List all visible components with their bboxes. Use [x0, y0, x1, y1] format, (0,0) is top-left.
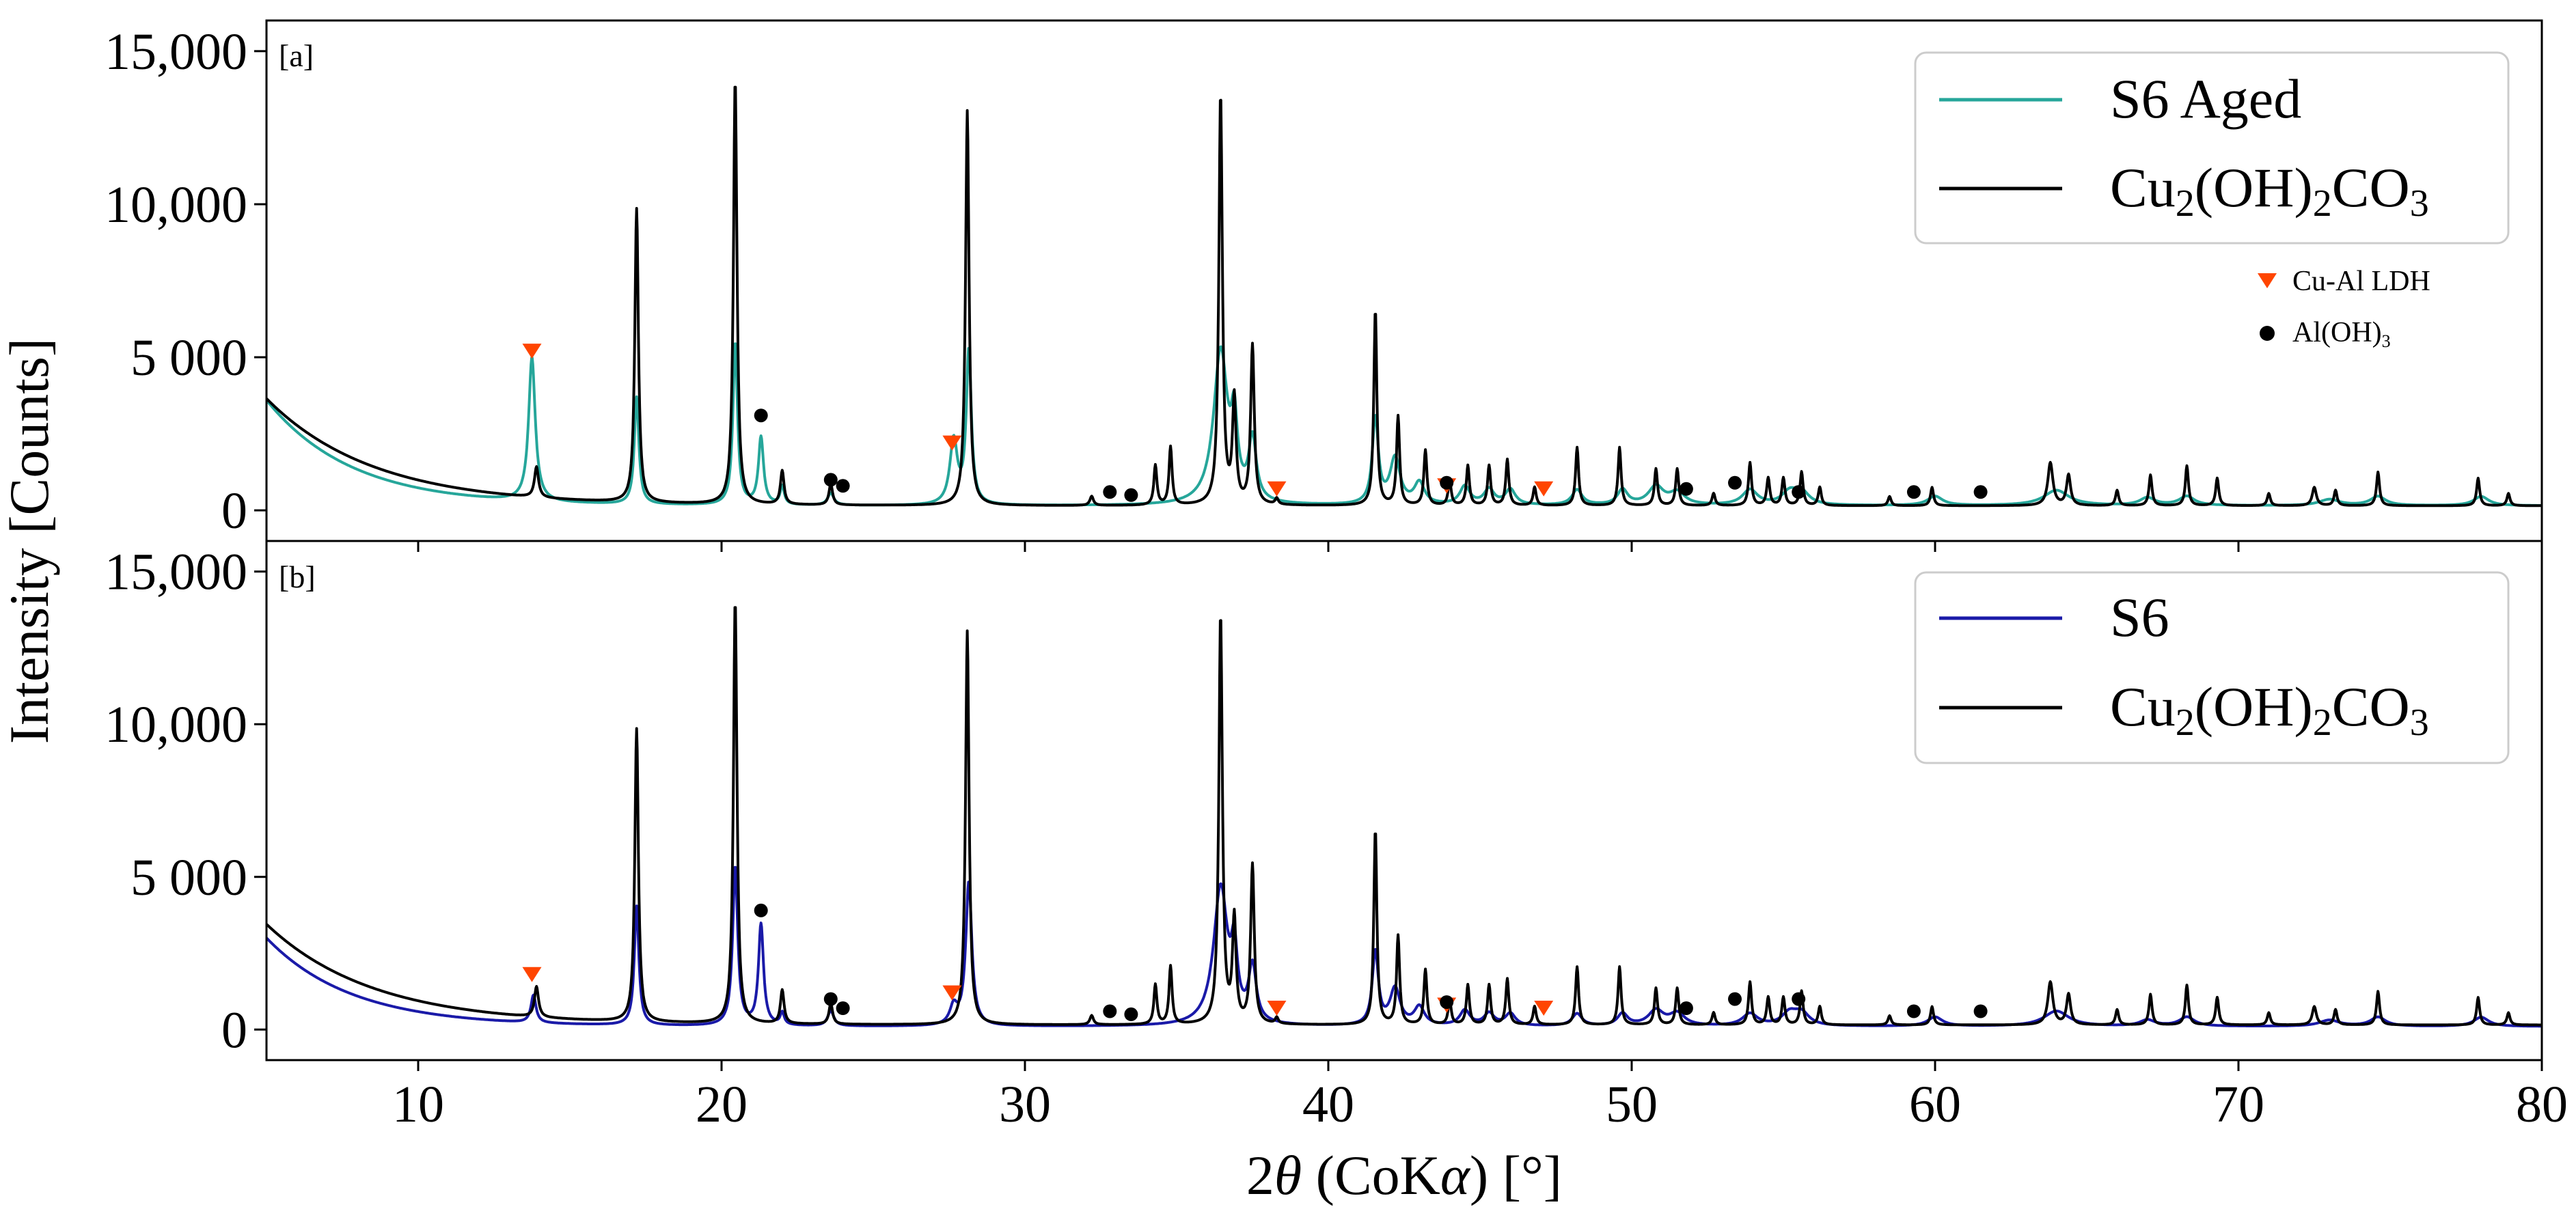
panel-b-legend: S6 Cu2(OH)2CO3: [1914, 571, 2510, 764]
aloh-marker-b-7: [1728, 992, 1742, 1006]
ref-b-sub-2b: 2: [2313, 702, 2332, 744]
aloh-marker-b-6: [1679, 1001, 1693, 1015]
y-tick-label-a-0: 0: [221, 482, 247, 540]
x-tick-label-4: 50: [1606, 1076, 1658, 1133]
aloh-marker-b-3: [1103, 1004, 1117, 1018]
x-tick-label-1: 20: [696, 1076, 748, 1133]
y-tick-label-b-2: 10,000: [105, 696, 247, 753]
y-tick-label-a-3: 15,000: [105, 23, 247, 81]
aloh-marker-a-9: [1906, 485, 1921, 499]
aloh-key-sub: 3: [2382, 331, 2391, 351]
legend-label-reference-b: Cu2(OH)2CO3: [2110, 676, 2429, 744]
ref-b-oh: (OH): [2195, 676, 2313, 738]
aloh-marker-a-4: [1124, 488, 1138, 502]
aloh-marker-b-5: [1440, 995, 1454, 1010]
x-tick-label-7: 80: [2516, 1076, 2568, 1133]
ldh-marker-b-1: [942, 985, 962, 1001]
y-tick-label-a-1: 5 000: [131, 329, 247, 387]
ref-b-cu: Cu: [2110, 676, 2176, 738]
ldh-marker-a-2: [1267, 481, 1287, 497]
aloh-marker-a-8: [1792, 485, 1806, 499]
ref-a-oh: (OH): [2195, 156, 2313, 219]
series-s6-aged-line-a: [265, 342, 2543, 507]
ldh-marker-a-0: [522, 344, 542, 359]
x-label-mid: (CoK: [1302, 1144, 1440, 1206]
y-tick-label-a-2: 10,000: [105, 176, 247, 234]
legend-label-s6-aged: S6 Aged: [2110, 68, 2301, 130]
aloh-key-dot: [2260, 326, 2275, 341]
ref-a-sub-2b: 2: [2313, 182, 2332, 225]
x-tick-label-5: 60: [1909, 1076, 1961, 1133]
marker-key: Cu-Al LDH Al(OH)3: [2258, 266, 2430, 351]
ldh-marker-b-0: [522, 967, 542, 982]
ldh-marker-b-2: [1267, 1001, 1287, 1016]
y-tick-label-b-1: 5 000: [131, 849, 247, 906]
aloh-marker-b-1: [823, 992, 838, 1006]
x-tick-label-0: 10: [392, 1076, 444, 1133]
aloh-marker-a-6: [1679, 482, 1693, 496]
ldh-key-label: Cu-Al LDH: [2292, 266, 2430, 297]
series-s6-line-b: [265, 865, 2543, 1028]
ldh-marker-a-1: [942, 435, 962, 451]
aloh-marker-b-0: [754, 903, 768, 917]
x-axis-label: 2θ (CoKα) [°]: [1246, 1144, 1562, 1206]
ref-a-sub-3: 3: [2410, 182, 2429, 225]
aloh-marker-b-9: [1906, 1004, 1921, 1018]
panel-a-legend-box: [1914, 51, 2510, 245]
ldh-key-triangle: [2258, 273, 2277, 288]
x-label-suffix: ) [°]: [1470, 1144, 1562, 1206]
y-tick-label-b-0: 0: [221, 1001, 247, 1059]
aloh-marker-b-8: [1792, 992, 1806, 1006]
aloh-marker-b-10: [1973, 1004, 1988, 1018]
ref-a-sub-2a: 2: [2176, 182, 2195, 225]
ldh-marker-b-4: [1534, 1001, 1554, 1016]
aloh-key-main: Al(OH): [2292, 317, 2382, 348]
x-tick-label-3: 40: [1302, 1076, 1354, 1133]
y-axis-label: Intensity [Counts]: [0, 338, 60, 744]
ldh-marker-a-4: [1534, 481, 1554, 497]
x-label-prefix: 2: [1246, 1144, 1274, 1206]
aloh-marker-a-10: [1973, 485, 1988, 499]
panel-b: 0 5 000 10,000 15,000 10 20 30 40 50 60 70 80 [b] S…: [105, 540, 2568, 1133]
ref-a-cu: Cu: [2110, 156, 2176, 219]
series-reference-line-b: [265, 606, 2543, 1027]
legend-label-s6: S6: [2110, 586, 2169, 648]
y-tick-label-b-3: 15,000: [105, 544, 247, 601]
ref-b-co: CO: [2332, 676, 2410, 738]
panel-b-frame: [265, 540, 2543, 1061]
ref-a-co: CO: [2332, 156, 2410, 219]
series-reference-line-a: [265, 85, 2543, 508]
ref-b-sub-3: 3: [2410, 702, 2429, 744]
aloh-marker-a-3: [1103, 485, 1117, 499]
legend-label-reference-a: Cu2(OH)2CO3: [2110, 156, 2429, 225]
panel-a-legend: S6 Aged Cu2(OH)2CO3: [1914, 51, 2510, 245]
x-tick-label-6: 70: [2212, 1076, 2264, 1133]
aloh-marker-a-1: [823, 473, 838, 487]
x-label-theta: θ: [1274, 1144, 1302, 1206]
panel-b-legend-box: [1914, 571, 2510, 764]
ref-b-sub-2a: 2: [2176, 702, 2195, 744]
panel-a-label: [a]: [279, 38, 314, 73]
aloh-marker-b-4: [1124, 1007, 1138, 1021]
aloh-marker-a-7: [1728, 475, 1742, 490]
aloh-key-label: Al(OH)3: [2292, 317, 2391, 351]
x-tick-label-2: 30: [999, 1076, 1051, 1133]
aloh-marker-a-0: [754, 408, 768, 423]
aloh-marker-a-5: [1440, 475, 1454, 490]
aloh-marker-a-2: [836, 479, 850, 493]
x-label-alpha: α: [1440, 1144, 1471, 1206]
panel-b-label: [b]: [279, 559, 316, 594]
aloh-marker-b-2: [836, 1001, 850, 1015]
